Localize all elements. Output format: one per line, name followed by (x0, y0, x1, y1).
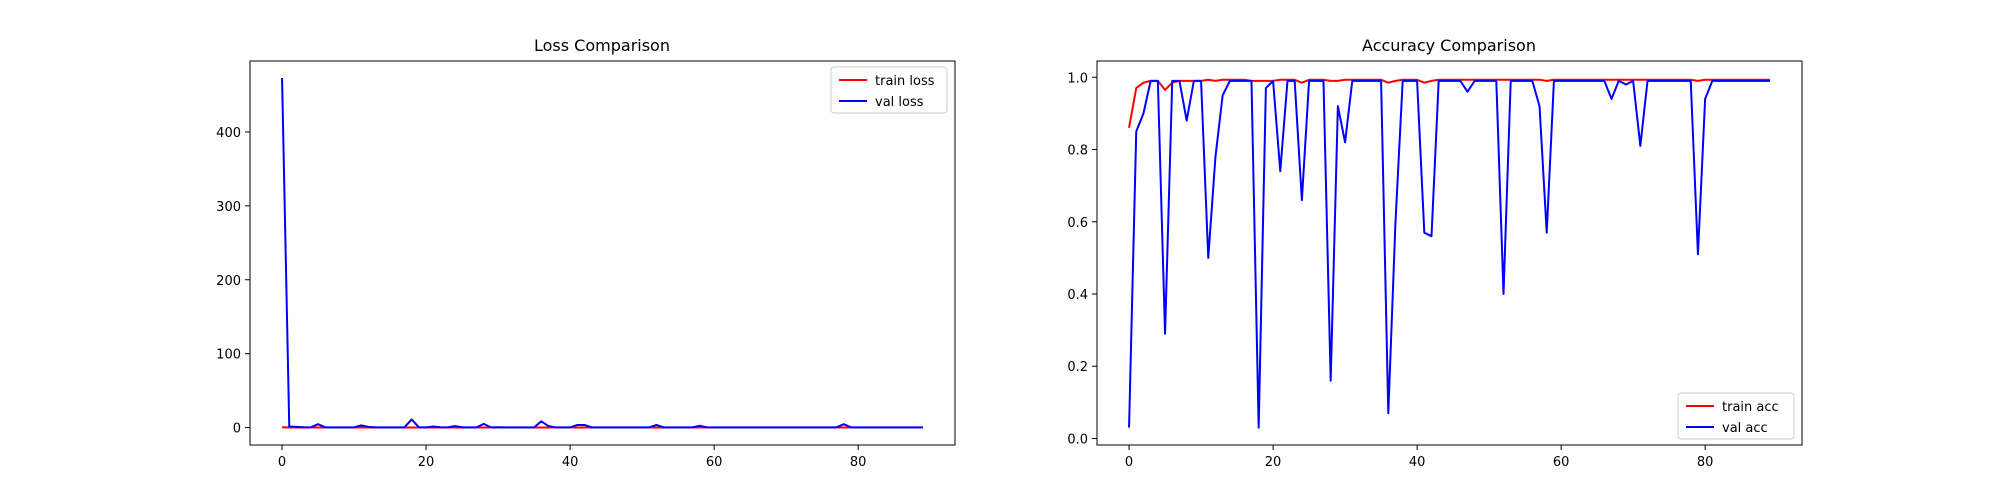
accuracy-chart-title: Accuracy Comparison (1362, 36, 1536, 55)
loss-legend-label: val loss (875, 95, 924, 110)
loss-series-val-loss-line (281, 77, 923, 429)
accuracy-y-tick-label: 0.6 (1067, 216, 1088, 231)
accuracy-plot-frame (1096, 60, 1803, 446)
loss-x-tick-label: 0 (278, 455, 286, 470)
accuracy-legend: train acc val acc (1677, 392, 1795, 440)
loss-x-tick-label: 40 (562, 455, 579, 470)
loss-chart: Loss Comparison 0 20 40 60 80 0 100 200 300 400 tr… (216, 36, 956, 470)
accuracy-y-tick-label: 0.4 (1067, 288, 1088, 303)
accuracy-x-tick-label: 20 (1265, 455, 1282, 470)
accuracy-series-val-acc-line (1128, 79, 1770, 429)
loss-chart-title: Loss Comparison (534, 36, 670, 55)
accuracy-y-tick-label: 0.0 (1067, 432, 1088, 447)
accuracy-legend-label: train acc (1722, 400, 1779, 415)
accuracy-x-tick-label: 80 (1697, 455, 1714, 470)
loss-y-tick-label: 400 (216, 126, 241, 141)
accuracy-x-tick-label: 0 (1125, 455, 1133, 470)
loss-y-tick-label: 200 (216, 274, 241, 289)
loss-legend: train loss val loss (830, 66, 948, 114)
loss-x-tick-label: 60 (706, 455, 723, 470)
accuracy-chart: Accuracy Comparison 0 20 40 60 80 0.0 0.2 0.4 0.… (1067, 36, 1803, 470)
loss-plot-frame (249, 60, 956, 446)
loss-legend-label: train loss (875, 74, 935, 89)
accuracy-series-train-acc-line (1128, 78, 1770, 129)
accuracy-legend-label: val acc (1722, 421, 1768, 436)
loss-y-tick-label: 100 (216, 348, 241, 363)
accuracy-x-tick-label: 60 (1553, 455, 1570, 470)
accuracy-y-tick-label: 0.2 (1067, 360, 1088, 375)
accuracy-x-tick-label: 40 (1409, 455, 1426, 470)
accuracy-y-tick-label: 1.0 (1067, 71, 1088, 86)
accuracy-y-tick-label: 0.8 (1067, 144, 1088, 159)
loss-y-tick-label: 300 (216, 200, 241, 215)
loss-y-tick-label: 0 (233, 422, 241, 437)
loss-x-tick-label: 80 (850, 455, 867, 470)
loss-x-tick-label: 20 (418, 455, 435, 470)
